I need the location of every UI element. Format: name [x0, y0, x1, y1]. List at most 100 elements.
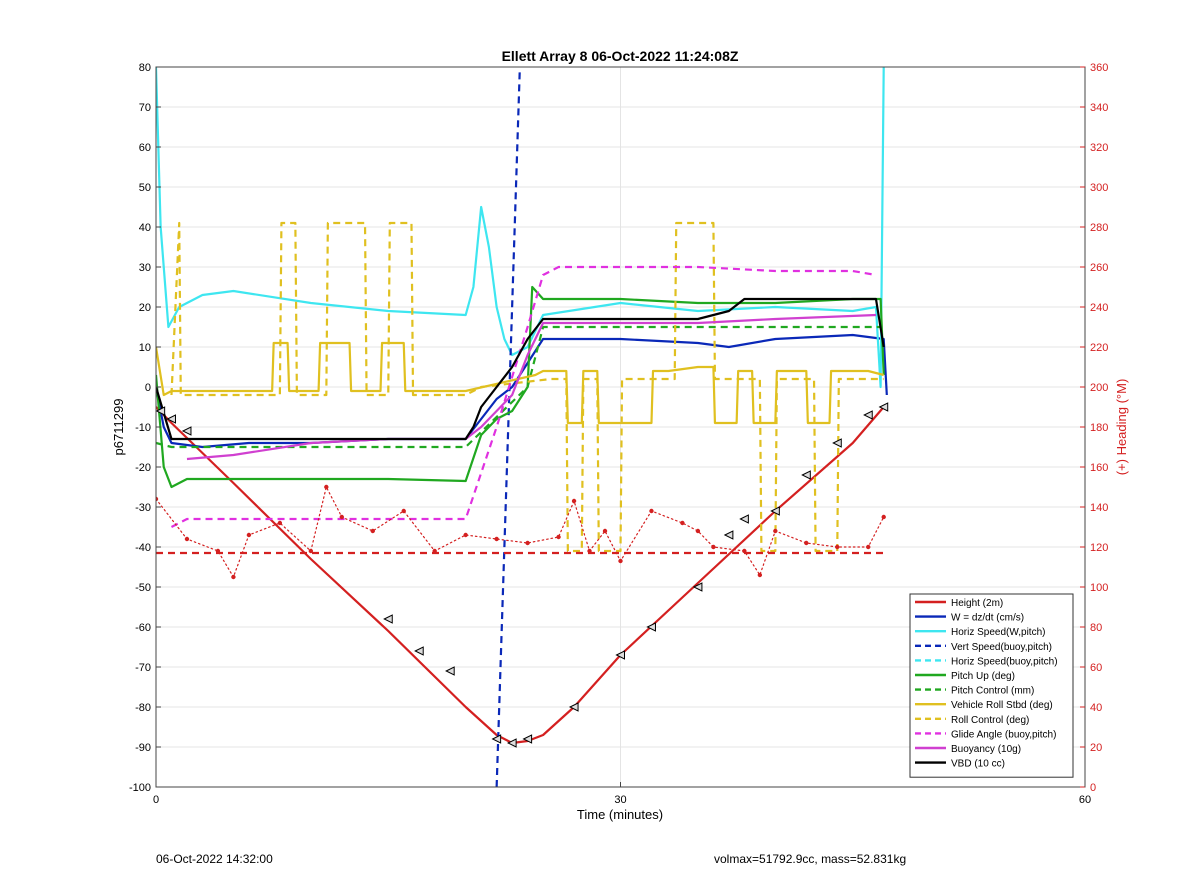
legend-entry: Glide Angle (buoy,pitch): [951, 729, 1056, 740]
triangle-marker: [414, 646, 424, 656]
y-tick-label: -30: [135, 502, 151, 514]
triangle-marker: [181, 426, 192, 436]
legend-entry: Horiz Speed(buoy,pitch): [951, 656, 1058, 667]
y-tick-label: 20: [139, 302, 151, 314]
y-tick-label: -60: [135, 622, 151, 634]
legend-entry: Vehicle Roll Stbd (deg): [951, 700, 1053, 711]
triangle-marker: [506, 738, 517, 748]
y2-tick-label: 140: [1090, 502, 1108, 514]
y-tick-label: 80: [139, 62, 151, 74]
footer-summary: volmax=51792.9cc, mass=52.831kg: [714, 852, 907, 866]
x-axis-label: Time (minutes): [577, 807, 663, 822]
y-tick-label: 50: [139, 182, 151, 194]
legend-entry: VBD (10 cc): [951, 759, 1005, 770]
triangle-marker: [156, 406, 166, 416]
y2-tick-label: 260: [1090, 262, 1108, 274]
series-7: [170, 221, 884, 553]
triangle-marker: [568, 702, 579, 712]
chart-title: Ellett Array 8 06-Oct-2022 11:24:08Z: [502, 48, 739, 64]
y-tick-label: 10: [139, 342, 151, 354]
y2-tick-label: 240: [1090, 302, 1108, 314]
heading-point: [525, 540, 530, 546]
y-tick-label: -80: [135, 702, 151, 714]
y-tick-label: -100: [129, 782, 151, 794]
y2-tick-label: 160: [1090, 462, 1108, 474]
triangle-marker: [723, 530, 734, 540]
series-0: [156, 406, 885, 745]
y2-tick-label: 360: [1090, 62, 1108, 74]
y2-axis-label: (+) Heading (°M): [1114, 379, 1129, 476]
legend-box: [909, 593, 1074, 778]
triangle-marker: [646, 622, 656, 632]
legend-entry: Pitch Control (mm): [951, 686, 1034, 697]
legend-entry: Buoyancy (10g): [951, 744, 1021, 755]
triangle-marker: [615, 650, 625, 660]
heading-point: [804, 540, 809, 546]
y-tick-label: 30: [139, 262, 151, 274]
y-tick-label: -70: [135, 662, 151, 674]
triangle-markers: [156, 402, 889, 748]
triangle-marker: [166, 414, 176, 424]
triangle-marker: [801, 470, 811, 480]
triangle-marker: [832, 438, 842, 448]
x-tick-label: 0: [153, 794, 159, 806]
y2-tick-label: 340: [1090, 102, 1108, 114]
y-axis-label: p6711299: [111, 399, 126, 456]
y2-tick-label: 280: [1090, 222, 1108, 234]
triangle-marker: [739, 514, 749, 524]
triangle-marker: [445, 666, 455, 676]
series-layer: [156, 67, 889, 787]
series-11: [156, 484, 886, 580]
legend-entry: Horiz Speed(W,pitch): [951, 627, 1045, 638]
y2-tick-label: 120: [1090, 542, 1108, 554]
series-4: [156, 285, 885, 489]
y2-tick-label: 60: [1090, 662, 1102, 674]
triangle-marker: [770, 506, 780, 516]
heading-point: [463, 532, 468, 538]
series-9: [186, 313, 877, 461]
y-tick-label: 40: [139, 222, 151, 234]
y-tick-label: -20: [135, 462, 151, 474]
legend-entry: W = dz/dt (cm/s): [951, 613, 1024, 624]
y2-tick-label: 220: [1090, 342, 1108, 354]
y-tick-label: -90: [135, 742, 151, 754]
y2-tick-label: 100: [1090, 582, 1108, 594]
y2-tick-label: 20: [1090, 742, 1102, 754]
y2-tick-label: 40: [1090, 702, 1102, 714]
y2-tick-label: 80: [1090, 622, 1102, 634]
triangle-marker: [491, 734, 502, 744]
y-tick-label: -10: [135, 422, 151, 434]
y2-tick-label: 300: [1090, 182, 1108, 194]
y2-tick-label: 0: [1090, 782, 1096, 794]
x-tick-label: 30: [614, 794, 626, 806]
y-tick-label: -40: [135, 542, 151, 554]
y2-tick-label: 180: [1090, 422, 1108, 434]
triangle-marker: [383, 614, 393, 624]
series-8: [170, 265, 877, 528]
y2-tick-label: 200: [1090, 382, 1108, 394]
axes-layer: -100-90-80-70-60-50-40-30-20-10010203040…: [129, 62, 1108, 806]
triangle-marker: [863, 410, 873, 420]
triangle-marker: [522, 734, 533, 744]
y-tick-label: 0: [145, 382, 151, 394]
heading-point: [494, 536, 499, 542]
legend-entry: Height (2m): [951, 598, 1003, 609]
series-2: [156, 67, 885, 389]
y-tick-label: 60: [139, 142, 151, 154]
triangle-marker: [878, 402, 889, 412]
legend-entry: Roll Control (deg): [951, 715, 1029, 726]
y-tick-label: 70: [139, 102, 151, 114]
heading-point: [881, 514, 886, 520]
legend-entry: Vert Speed(buoy,pitch): [951, 642, 1052, 653]
x-tick-label: 60: [1079, 794, 1091, 806]
series-10: [156, 297, 885, 441]
y-tick-label: -50: [135, 582, 151, 594]
legend-entry: Pitch Up (deg): [951, 671, 1015, 682]
series-3: [495, 67, 521, 787]
legend: Height (2m) W = dz/dt (cm/s) Horiz Speed(W…: [909, 593, 1074, 778]
footer-timestamp: 06-Oct-2022 14:32:00: [156, 852, 273, 866]
series-5: [156, 325, 881, 449]
heading-point: [324, 484, 329, 490]
triangle-marker: [692, 582, 703, 592]
